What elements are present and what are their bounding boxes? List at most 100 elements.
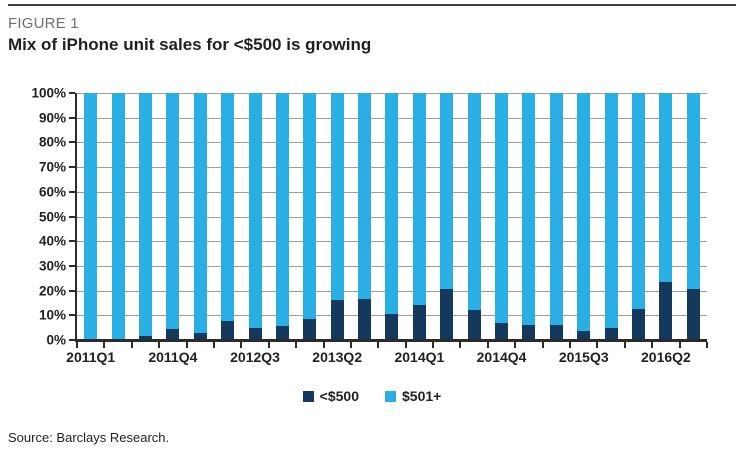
segment-over-500: [138, 93, 152, 337]
x-tick-label: 2016Q2: [640, 349, 691, 365]
bar-2013Q3: [351, 93, 378, 340]
segment-over-500: [522, 93, 536, 326]
x-tick-label: 2015Q3: [558, 349, 609, 365]
source-note: Source: Barclays Research.: [8, 430, 170, 445]
x-tick: [158, 342, 161, 348]
segment-under-500: [166, 328, 180, 340]
segment-under-500: [440, 289, 454, 340]
y-tick-label: 10%: [38, 307, 66, 323]
segment-under-500: [522, 325, 536, 340]
legend-swatch-icon: [302, 390, 314, 402]
segment-under-500: [358, 299, 372, 340]
x-tick: [404, 342, 407, 348]
segment-over-500: [440, 93, 454, 290]
y-tick: [69, 190, 75, 193]
x-tick: [322, 342, 325, 348]
y-axis-ticks: [69, 92, 75, 341]
x-tick-label: 2014Q4: [476, 349, 527, 365]
x-axis-line: [75, 339, 707, 342]
x-tick: [514, 342, 517, 348]
x-tick: [486, 342, 489, 348]
bar-2012Q3: [241, 93, 268, 340]
x-tick: [541, 342, 544, 348]
x-tick: [76, 342, 78, 348]
bar-2011Q3: [132, 93, 159, 340]
segment-over-500: [275, 93, 289, 327]
segment-over-500: [221, 93, 235, 322]
x-tick-label: 2013Q2: [312, 349, 363, 365]
y-tick: [69, 116, 75, 119]
y-tick-label: 90%: [38, 110, 66, 126]
segment-under-500: [577, 331, 591, 340]
y-tick: [69, 264, 75, 267]
segment-under-500: [303, 319, 317, 340]
y-tick-label: 30%: [38, 258, 66, 274]
segment-over-500: [412, 93, 426, 306]
y-tick: [69, 339, 75, 341]
x-tick: [212, 342, 215, 348]
x-tick: [267, 342, 270, 348]
legend-label: <$500: [319, 388, 359, 404]
segment-over-500: [632, 93, 645, 310]
chart-title: Mix of iPhone unit sales for <$500 is gr…: [8, 35, 372, 54]
x-tick-label: 2011Q4: [148, 349, 198, 365]
y-axis-line: [75, 93, 77, 342]
segment-over-500: [659, 93, 673, 282]
segment-over-500: [166, 93, 180, 329]
bar-2012Q4: [269, 93, 296, 340]
bar-2015Q4: [597, 93, 624, 340]
bar-2012Q2: [214, 93, 241, 340]
x-axis-labels: 2011Q1 2011Q4 2012Q3 2013Q2 2014Q1 2014Q4 2015…: [66, 349, 707, 365]
segment-under-500: [248, 327, 262, 340]
bar-2013Q1: [296, 93, 323, 340]
segment-over-500: [577, 93, 591, 332]
bar-2014Q3: [460, 93, 487, 340]
legend-label: $501+: [402, 388, 442, 404]
bars: [77, 93, 707, 340]
y-tick-label: 80%: [38, 134, 66, 150]
y-tick-label: 0%: [46, 332, 66, 348]
segment-under-500: [495, 322, 509, 340]
x-tick: [432, 342, 435, 348]
x-tick-label: 2014Q1: [394, 349, 445, 365]
bar-2012Q1: [187, 93, 214, 340]
x-axis-ticks: [76, 342, 708, 348]
bar-2011Q2: [104, 93, 131, 340]
x-tick: [596, 342, 599, 348]
segment-under-500: [632, 309, 645, 340]
y-tick: [69, 314, 75, 317]
segment-over-500: [549, 93, 563, 326]
top-divider: [8, 4, 736, 6]
y-tick: [69, 141, 75, 144]
segment-over-500: [330, 93, 344, 301]
x-tick-label: 2011Q1: [66, 349, 116, 365]
y-axis-labels: 0% 10% 20% 30% 40% 50% 60% 70% 80% 90% 100%: [0, 86, 66, 348]
segment-under-500: [549, 325, 563, 340]
bar-2015Q2: [543, 93, 570, 340]
segment-over-500: [686, 93, 700, 290]
segment-under-500: [412, 305, 426, 340]
segment-over-500: [248, 93, 262, 328]
x-tick: [623, 342, 626, 348]
x-tick: [651, 342, 654, 348]
legend-swatch-icon: [385, 390, 396, 402]
figure-label: FIGURE 1: [8, 15, 79, 32]
segment-over-500: [495, 93, 509, 323]
x-tick: [240, 342, 243, 348]
bar-2013Q4: [378, 93, 405, 340]
bar-2015Q3: [570, 93, 597, 340]
segment-under-500: [659, 281, 673, 340]
bar-2016Q1: [625, 93, 652, 340]
y-tick: [69, 289, 75, 292]
x-tick: [130, 342, 133, 348]
bar-2015Q1: [515, 93, 542, 340]
x-tick: [295, 342, 298, 348]
segment-under-500: [385, 314, 399, 340]
segment-under-500: [275, 326, 289, 340]
x-tick-label: 2012Q3: [230, 349, 280, 365]
bar-2016Q2: [652, 93, 679, 340]
plot-area: [77, 93, 707, 340]
segment-over-500: [467, 93, 481, 311]
segment-under-500: [221, 321, 235, 340]
